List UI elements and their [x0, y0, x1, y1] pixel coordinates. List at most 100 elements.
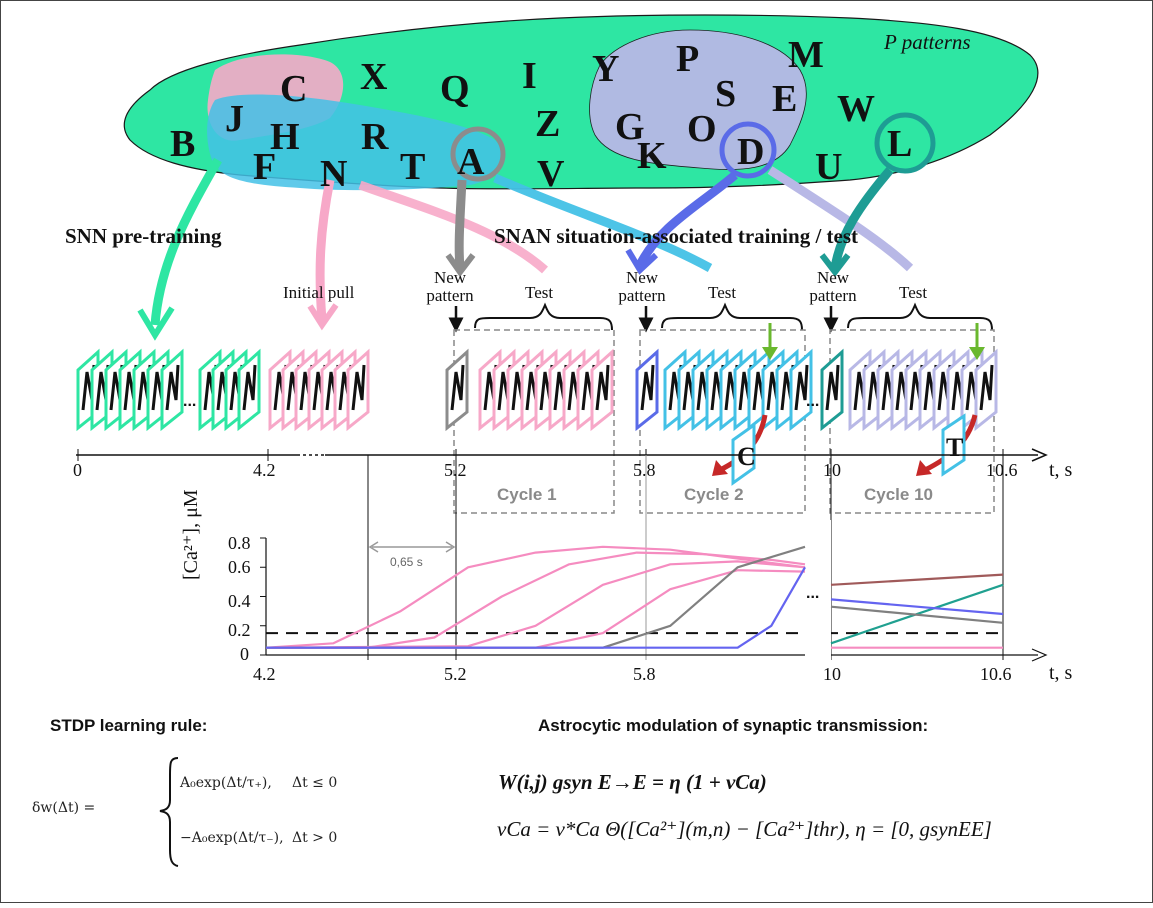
stdp-case2: −A₀exp(Δt/τ₋), [180, 830, 284, 846]
interval-arrow-left [368, 541, 379, 553]
arrow-initial-pull [315, 179, 335, 321]
recalled-card-l: T [941, 413, 966, 477]
test-brace-1 [474, 302, 613, 331]
ca-series [265, 545, 1004, 649]
snan-training-label: SNAN situation-associated training / tes… [494, 224, 859, 248]
pattern-letter-v: V [537, 153, 565, 195]
svg-text:C: C [737, 442, 756, 471]
pattern-letter-t: T [400, 146, 426, 188]
pattern-letter-j: J [225, 98, 244, 140]
recalled-card-c: C [731, 422, 756, 486]
interval-arrow-right [445, 541, 456, 553]
cycle-2-label: Cycle 2 [684, 485, 744, 504]
arrow-new-pattern-l-head [819, 253, 851, 277]
ca-ytick-0-8: 0.8 [228, 533, 251, 553]
pattern-letter-s: S [715, 73, 737, 115]
timeline-tick-10-6: 10.6 [986, 460, 1018, 480]
ca-ytick-0-4: 0.4 [228, 591, 251, 611]
ellipsis-ca: ... [806, 585, 820, 602]
timeline-tick-5-2: 5.2 [444, 460, 467, 480]
pattern-letter-g: G [615, 106, 645, 148]
pattern-letter-h: H [270, 116, 300, 158]
arrow-new-pattern-d [635, 171, 738, 268]
pretraining-card-7 [160, 348, 184, 432]
pattern-d-highlight [719, 121, 777, 179]
cycle2-new-card-1 [635, 348, 659, 432]
ca-xtick-5-8: 5.8 [633, 664, 656, 684]
ca-ytick-0: 0 [240, 644, 249, 664]
astro-eq1: W(i,j) gsyn E→E = η (1 + νCa) [498, 770, 767, 794]
timeline-tick-10: 10 [823, 460, 841, 480]
pattern-a-highlight [450, 126, 506, 182]
pattern-letter-p: P [676, 38, 700, 80]
ca-xtick-5-2: 5.2 [444, 664, 467, 684]
test-label-2: Test [708, 283, 737, 302]
cycle10-new-card-1 [820, 348, 844, 432]
pattern-letter-z: Z [535, 103, 561, 145]
pattern-letter-m: M [788, 34, 824, 76]
pattern-letter-l: L [887, 123, 913, 165]
test-brace-2 [661, 302, 803, 331]
pattern-letter-n: N [320, 153, 348, 195]
ca-xtick-10: 10 [823, 664, 841, 684]
arrow-initial-pull-head [307, 303, 339, 331]
cycle10-test-card-10 [974, 348, 998, 432]
cycle-10-label: Cycle 10 [864, 485, 933, 504]
pattern-letter-x: X [360, 56, 388, 98]
pretraining-end-card-4 [237, 348, 261, 432]
arrow-new-pattern-a-head [445, 253, 476, 278]
cycle2-test-card-10 [789, 348, 813, 432]
ca-series-line-7 [830, 573, 1004, 586]
pattern-letter-w: W [837, 88, 875, 130]
arrow-new-pattern-d-head [625, 248, 659, 275]
pattern-letter-u: U [815, 146, 843, 188]
pattern-letter-e: E [772, 78, 798, 120]
ca-xtick-10-6: 10.6 [980, 664, 1012, 684]
stdp-cond1: Δt ≤ 0 [292, 775, 338, 791]
green-arrow-cycle10-head [969, 347, 985, 360]
arrow-pretraining [150, 157, 222, 326]
red-arrow-cycle2-head [712, 460, 728, 476]
ca-gap [805, 520, 831, 670]
ca-axis-label: t, s [1049, 662, 1073, 684]
pattern-letter-i: I [522, 55, 537, 97]
pattern-letter-r: R [361, 116, 389, 158]
test-label-3: Test [899, 283, 928, 302]
pattern-l-highlight [874, 112, 936, 174]
interval-label: 0,65 s [390, 555, 423, 569]
ellipsis-pretraining: ... [183, 393, 197, 410]
stdp-title: STDP learning rule: [50, 716, 208, 735]
green-arrow-cycle2-head [762, 347, 778, 360]
test-region-lavender [589, 29, 807, 170]
test-brace-3 [847, 302, 993, 331]
arrow-pretraining-head [137, 306, 175, 341]
stdp-case1: A₀exp(Δt/τ₊), [180, 775, 272, 791]
astro-eq2: νCa = ν*Ca Θ([Ca²⁺](m,n) − [Ca²⁺]thr), η… [497, 817, 992, 841]
stdp-brace [159, 757, 179, 867]
new-pattern-label-3: New pattern [809, 268, 857, 305]
pattern-letter-f: F [253, 146, 277, 188]
pattern-letter-y: Y [592, 48, 620, 90]
ca-series-line-10 [830, 605, 1004, 624]
cycle1-test-card-9 [590, 348, 614, 432]
ca-x-arrowhead [1031, 648, 1048, 662]
test-label-1: Test [525, 283, 554, 302]
ca-series-line-3 [265, 560, 806, 649]
cycle-1-label: Cycle 1 [497, 485, 557, 504]
p-patterns-label: P patterns [884, 30, 971, 54]
new-pattern-label-2: New pattern [618, 268, 666, 305]
ca-xtick-4-2: 4.2 [253, 664, 276, 684]
snn-pretraining-label: SNN pre-training [65, 224, 222, 248]
pretraining-region-cyan [207, 94, 502, 191]
timeline-axis-label: t, s [1049, 459, 1073, 481]
arrow-test-cycle2 [493, 173, 713, 272]
initial-pull-card-7 [346, 348, 370, 432]
timeline-arrowhead [1031, 448, 1048, 462]
timeline-tick-5-8: 5.8 [633, 460, 656, 480]
ca-y-ticks [260, 537, 266, 656]
arrow-new-pattern-a [454, 179, 467, 269]
pattern-letter-a: A [457, 141, 485, 183]
pattern-letter-c: C [280, 68, 308, 110]
arrow-new-pattern-l [830, 167, 894, 269]
